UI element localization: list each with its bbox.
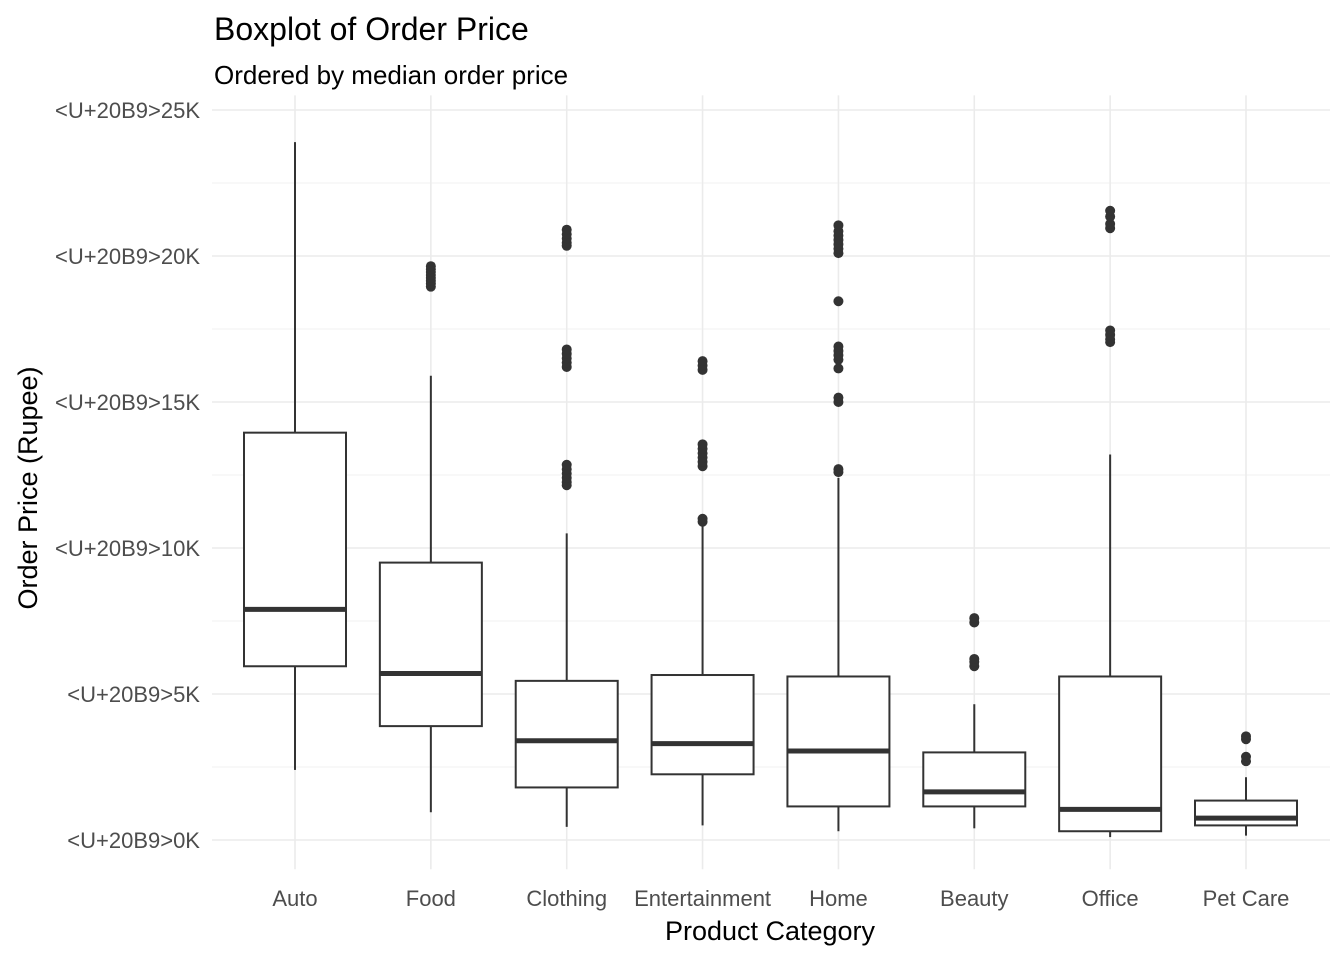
outlier-point [561,459,572,470]
iqr-box [1194,799,1298,827]
x-axis-title: Product Category [665,916,876,946]
iqr-box [650,674,755,776]
outlier-point [833,296,844,307]
outlier-point [697,513,708,524]
chart-subtitle: Ordered by median order price [214,60,568,90]
outlier-point [833,220,844,231]
outlier-point [1241,751,1251,762]
outlier-point [833,363,844,374]
x-tick-label: Pet Care [1203,886,1290,911]
y-tick-label: <U+20B9>15K [55,390,200,415]
y-axis-tick-labels: <U+20B9>0K <U+20B9>5K <U+20B9>10K <U+20B9>1… [55,98,200,853]
box-home [786,220,891,832]
box-office [1058,205,1163,838]
x-tick-label: Beauty [940,886,1009,911]
outlier-point [833,464,844,475]
grid [212,95,1330,870]
outlier-point [697,356,708,367]
outlier-point [561,224,572,235]
y-axis-title: Order Price (Rupee) [13,366,43,609]
x-tick-label: Entertainment [634,886,771,911]
x-tick-label: Auto [272,886,317,911]
iqr-box [514,679,619,789]
iqr-box [922,751,1027,808]
x-tick-label: Office [1082,886,1139,911]
box-pet-care [1194,731,1298,836]
box-entertainment [650,356,755,826]
outlier-point [425,261,436,272]
iqr-box [378,561,483,728]
iqr-box [243,431,347,668]
box-clothing [514,224,619,827]
outlier-point [1241,731,1251,742]
outlier-point [833,341,844,352]
y-tick-label: <U+20B9>20K [55,244,200,269]
outlier-point [969,613,980,624]
y-tick-label: <U+20B9>0K [67,828,200,853]
box-beauty [922,613,1027,829]
y-tick-label: <U+20B9>25K [55,98,200,123]
box-auto [243,142,347,770]
iqr-box [1058,675,1163,833]
outlier-point [697,439,708,450]
outlier-point [561,344,572,355]
x-tick-label: Home [809,886,868,911]
iqr-box [786,675,891,808]
y-tick-label: <U+20B9>10K [55,536,200,561]
x-axis-tick-labels: Auto Food Clothing Entertainment Home Beauty O… [272,886,1289,911]
outlier-point [969,653,980,664]
outlier-point [1105,325,1116,336]
outlier-point [833,392,844,403]
outlier-point [1105,218,1116,229]
boxes [243,142,1298,838]
y-tick-label: <U+20B9>5K [67,682,200,707]
outlier-point [1105,205,1116,216]
x-tick-label: Clothing [526,886,607,911]
box-food [378,261,483,813]
x-tick-label: Food [406,886,456,911]
chart-title: Boxplot of Order Price [214,11,529,47]
